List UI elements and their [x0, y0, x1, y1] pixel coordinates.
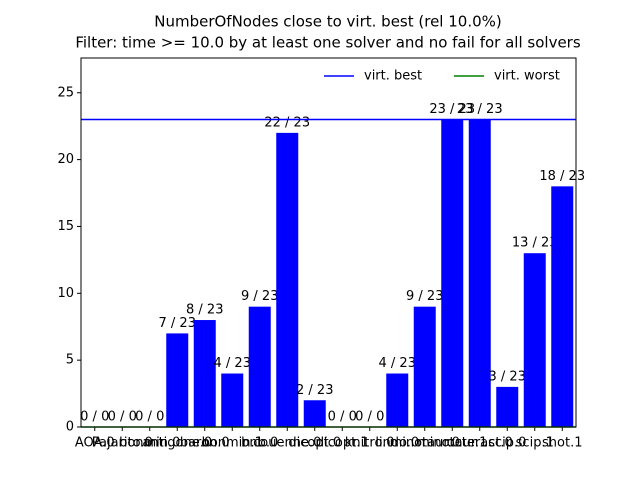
- x-tick-label: shot.1: [542, 436, 582, 451]
- x-tick-label: bonmin.1: [202, 436, 263, 451]
- value-label: 0 / 0: [80, 410, 109, 425]
- value-label: 22 / 23: [264, 115, 310, 130]
- value-label: 0 / 0: [108, 410, 137, 425]
- bar: [248, 306, 271, 427]
- value-label: 2 / 23: [296, 383, 333, 398]
- value-label: 0 / 0: [135, 410, 164, 425]
- bar: [496, 386, 519, 427]
- y-tick-label: 10: [57, 286, 74, 301]
- x-tick-label: knitro.0: [345, 436, 395, 451]
- x-tick-label: Pajarito.0: [92, 436, 153, 451]
- bar: [193, 320, 216, 427]
- x-tick-label: baron.0: [180, 436, 230, 451]
- x-tick-label: scip.0: [488, 436, 526, 451]
- bar: [551, 186, 574, 427]
- bar: [221, 373, 244, 427]
- chart-title: NumberOfNodes close to virt. best (rel 1…: [154, 13, 502, 31]
- x-tick-label: couenne.0: [253, 436, 321, 451]
- bar: [441, 119, 464, 427]
- x-tick-label: dicopt.0: [288, 436, 341, 451]
- y-tick-label: 0: [66, 420, 74, 435]
- value-label: 18 / 23: [539, 169, 585, 184]
- x-tick-label: minotaur.1: [417, 436, 487, 451]
- x-tick-label: octeract.0: [447, 436, 513, 451]
- bar: [468, 119, 491, 427]
- x-tick-label: scip.1: [516, 436, 554, 451]
- x-tick-label: antigone.0: [142, 436, 212, 451]
- x-tick-label: minotaur.0: [390, 436, 460, 451]
- value-label: 8 / 23: [186, 303, 223, 318]
- bar: [303, 400, 326, 427]
- bar: [523, 253, 546, 427]
- bar: [386, 373, 409, 427]
- x-tick-label: bnb.0: [241, 436, 278, 451]
- bar: [413, 306, 436, 427]
- x-tick-label: bonmin.0: [119, 436, 180, 451]
- bar: [276, 132, 299, 427]
- value-label: 9 / 23: [241, 289, 278, 304]
- plot-frame: [80, 57, 577, 428]
- value-label: 9 / 23: [406, 289, 443, 304]
- y-tick-label: 25: [57, 85, 74, 100]
- value-label: 4 / 23: [214, 356, 251, 371]
- x-tick-label: lindo.0: [375, 436, 419, 451]
- y-tick-label: 5: [66, 353, 74, 368]
- legend-label: virt. worst: [494, 69, 560, 84]
- value-label: 4 / 23: [379, 356, 416, 371]
- value-label: 23 / 23: [429, 102, 475, 117]
- chart-subtitle: Filter: time >= 10.0 by at least one sol…: [75, 34, 581, 52]
- y-tick-label: 15: [57, 219, 74, 234]
- value-label: 23 / 23: [457, 102, 503, 117]
- value-label: 3 / 23: [489, 369, 526, 384]
- bar: [166, 333, 189, 427]
- value-label: 0 / 0: [328, 410, 357, 425]
- x-tick-label: AOA.0: [75, 436, 115, 451]
- x-tick-label: dicopt.1: [316, 436, 369, 451]
- y-tick-label: 20: [57, 152, 74, 167]
- legend-label: virt. best: [364, 69, 422, 84]
- value-label: 7 / 23: [159, 316, 196, 331]
- value-label: 0 / 0: [355, 410, 384, 425]
- value-label: 13 / 23: [512, 236, 558, 251]
